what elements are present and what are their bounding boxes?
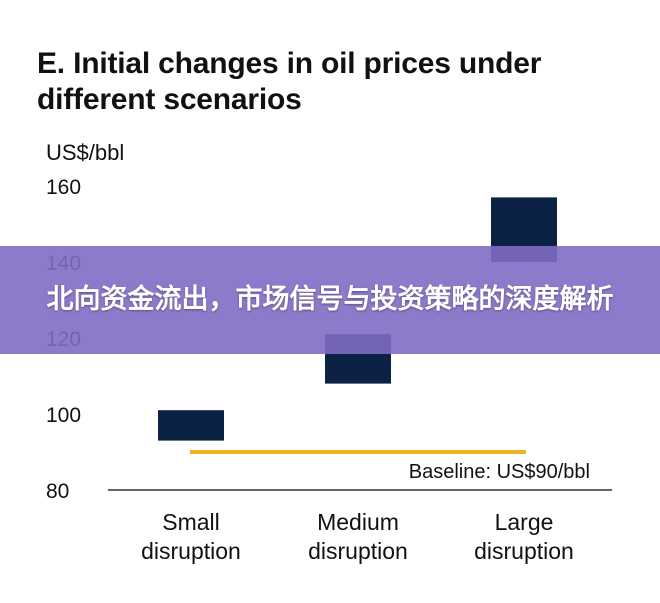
- category-label: Large: [495, 509, 554, 535]
- banner-text: 北向资金流出，市场信号与投资策略的深度解析: [46, 284, 614, 315]
- y-tick-label: 80: [46, 480, 69, 503]
- category-label: disruption: [474, 538, 574, 564]
- category-label: disruption: [141, 538, 241, 564]
- y-tick-label: 100: [46, 404, 81, 427]
- overlay-banner: 北向资金流出，市场信号与投资策略的深度解析: [0, 246, 660, 354]
- y-tick-label: 160: [46, 176, 81, 199]
- chart-title: E. Initial changes in oil prices under d…: [37, 47, 542, 116]
- category-label: Medium: [317, 509, 399, 535]
- category-labels: Small disruption Medium disruption Large disr…: [141, 509, 574, 564]
- category-label: disruption: [308, 538, 408, 564]
- range-bar: [158, 410, 224, 441]
- y-axis-unit-label: US$/bbl: [46, 140, 124, 165]
- baseline-label: Baseline: US$90/bbl: [409, 461, 590, 483]
- category-label: Small: [162, 509, 220, 535]
